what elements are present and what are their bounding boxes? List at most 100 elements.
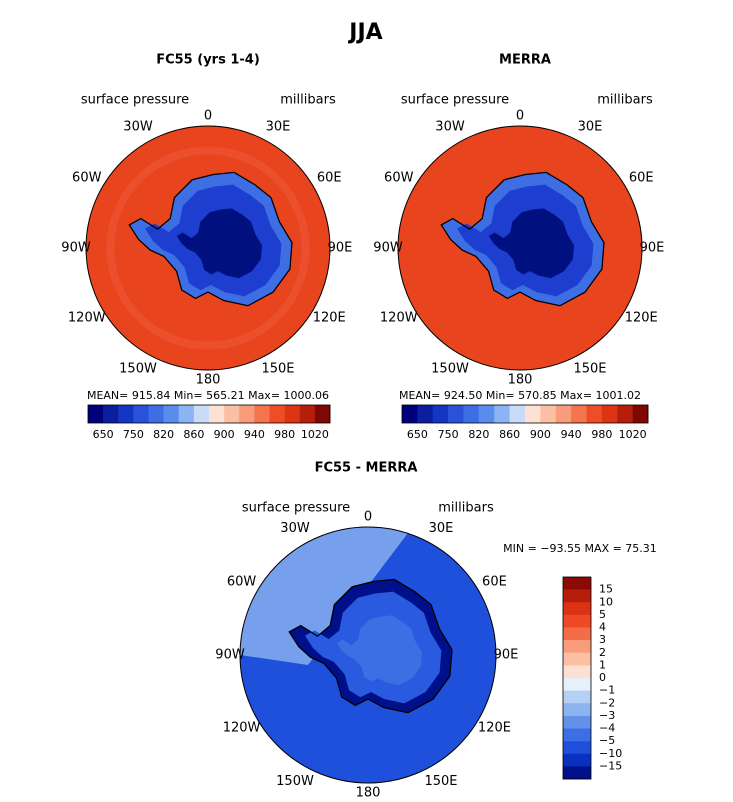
colorbar-cell	[463, 405, 480, 423]
colorbar-cell	[563, 577, 591, 590]
colorbar-cell	[224, 405, 240, 423]
lon-label: 60E	[317, 171, 342, 186]
colorbar-label: 940	[561, 428, 582, 441]
lon-label: 90E	[328, 241, 353, 256]
colorbar-cell	[509, 405, 526, 423]
colorbar-cell	[525, 405, 541, 423]
stats: MIN = −93.55 MAX = 75.31	[503, 542, 657, 555]
colorbar-label: −1	[599, 684, 615, 697]
plateau	[488, 208, 574, 279]
colorbar-label: 860	[183, 428, 204, 441]
colorbar-cell	[563, 690, 591, 704]
lon-label: 150E	[573, 362, 606, 377]
lon-label: 30W	[123, 119, 153, 134]
colorbar-label: 650	[93, 428, 114, 441]
lon-label: 120W	[223, 721, 261, 736]
lon-label: 0	[516, 109, 524, 124]
colorbar-label: −4	[599, 722, 615, 735]
lon-label: 150E	[424, 774, 457, 789]
colorbar-label: 750	[123, 428, 144, 441]
colorbar-cell	[239, 405, 255, 423]
colorbar-label: −2	[599, 696, 615, 709]
colorbar-cell	[478, 405, 495, 423]
colorbar-cell	[563, 627, 591, 641]
colorbar-cell	[563, 652, 591, 666]
colorbar-cell	[586, 405, 603, 423]
colorbar-label: 2	[599, 646, 606, 659]
colorbar-cell	[417, 405, 434, 423]
ocean-gradient	[239, 526, 408, 665]
colorbar-cell	[540, 405, 557, 423]
lon-label: 90E	[494, 648, 519, 663]
colorbar-label: 15	[599, 583, 613, 596]
lon-label: 150W	[431, 362, 469, 377]
colorbar-label: 10	[599, 595, 613, 608]
lon-label: 120W	[380, 311, 418, 326]
colorbar-label: 980	[274, 428, 295, 441]
colorbar-cell	[563, 640, 591, 654]
colorbar-frame	[401, 404, 649, 424]
lon-label: 180	[508, 373, 533, 388]
colorbar-frame	[87, 404, 331, 424]
lon-label: 90W	[215, 648, 245, 663]
lon-label: 60W	[72, 171, 102, 186]
colorbar-label: −10	[599, 747, 622, 760]
colorbar-cell	[563, 703, 591, 717]
lon-label: 0	[204, 109, 212, 124]
map-panel: MERRA surface pressure millibars 0 30E 60E 90E…	[373, 53, 664, 442]
colorbar-cell	[563, 589, 591, 603]
colorbar-label: 820	[153, 428, 174, 441]
lon-label: 180	[196, 373, 221, 388]
field-label: surface pressure	[81, 93, 189, 108]
map-border	[239, 526, 497, 784]
colorbar-cell	[601, 405, 618, 423]
colorbar-cell	[632, 405, 649, 423]
lon-label: 30E	[429, 521, 454, 536]
colorbar-label: 1020	[301, 428, 329, 441]
lon-label: 60E	[629, 171, 654, 186]
colorbar-label: 900	[214, 428, 235, 441]
lon-label: 90W	[373, 241, 403, 256]
lon-label: 90E	[640, 241, 665, 256]
colorbar-label: 750	[438, 428, 459, 441]
colorbar-cell	[432, 405, 449, 423]
lon-label: 120E	[625, 311, 658, 326]
lon-label: 150E	[261, 362, 294, 377]
panel-title: FC55 (yrs 1-4)	[156, 53, 260, 68]
colorbar-label: −15	[599, 759, 622, 772]
lon-label: 90W	[61, 241, 91, 256]
colorbar-cell	[571, 405, 587, 423]
colorbar-label: 860	[499, 428, 520, 441]
lon-label: 60E	[482, 575, 507, 590]
colorbar-cell	[563, 614, 591, 628]
colorbar-cell	[494, 405, 510, 423]
colorbar-cell	[402, 405, 418, 423]
colorbar-cell	[133, 405, 149, 423]
colorbar-cell	[563, 715, 591, 729]
colorbar-label: 5	[599, 608, 606, 621]
units-label: millibars	[597, 93, 653, 108]
stats: MEAN= 924.50 Min= 570.85 Max= 1001.02	[399, 389, 641, 402]
colorbar-cell	[563, 741, 591, 755]
colorbar-cell	[448, 405, 464, 423]
colorbar-cell	[563, 728, 591, 742]
map-border	[397, 125, 643, 371]
figure-title: JJA	[347, 20, 382, 45]
units-label: millibars	[438, 501, 494, 516]
lon-label: 30E	[266, 119, 291, 134]
lon-label: 30E	[578, 119, 603, 134]
colorbar-cell	[103, 405, 119, 423]
lon-label: 180	[356, 786, 381, 799]
colorbar-cell	[269, 405, 285, 423]
colorbar-label: 900	[530, 428, 551, 441]
lon-label: 120E	[478, 721, 511, 736]
lon-label: 120W	[68, 311, 106, 326]
panel-title: MERRA	[499, 53, 551, 68]
colorbar-label: 1020	[619, 428, 647, 441]
colorbar-cell	[563, 602, 591, 616]
lon-label: 30W	[435, 119, 465, 134]
lon-label: 0	[364, 510, 372, 525]
colorbar-label: 980	[591, 428, 612, 441]
